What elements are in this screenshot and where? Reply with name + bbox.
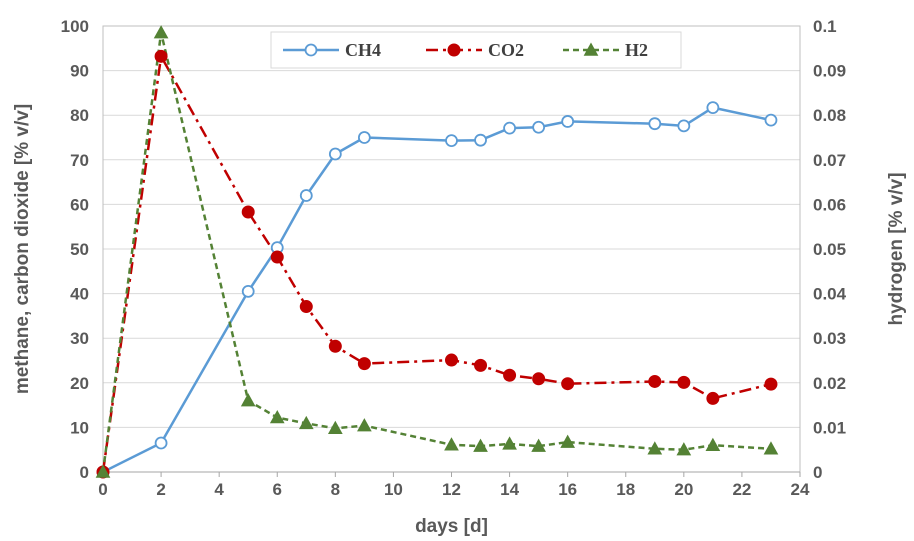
series-line-h2 [101, 31, 772, 473]
data-point-ch4 [299, 189, 313, 202]
data-point-h2 [444, 437, 459, 451]
data-point-ch4 [677, 119, 691, 133]
data-point-ch4 [532, 120, 546, 134]
data-point-h2 [327, 420, 343, 434]
series-markers [95, 25, 779, 479]
x-tick-label: 6 [273, 480, 282, 499]
x-axis-title: days [d] [415, 516, 488, 537]
y2-tick-label: 0.09 [813, 62, 846, 81]
legend-label-h2: H2 [625, 40, 648, 60]
data-point-h2 [502, 436, 517, 450]
series-line-ch4 [102, 106, 772, 474]
data-point-ch4 [445, 134, 458, 148]
y2-tick-label: 0.04 [813, 285, 847, 304]
x-tick-label: 10 [384, 480, 403, 499]
legend-label-co2: CO2 [488, 40, 524, 60]
data-point-co2 [154, 49, 168, 63]
legend-marker-h2 [583, 42, 599, 56]
x-tick-label: 14 [500, 480, 519, 499]
y-tick-label: 90 [70, 62, 89, 81]
legend-marker-co2 [447, 43, 461, 57]
y-tick-label: 80 [70, 106, 89, 125]
data-point-h2 [705, 437, 721, 451]
y-tick-label: 70 [70, 151, 89, 170]
data-point-ch4 [241, 284, 255, 298]
y2-tick-label: 0.02 [813, 374, 846, 393]
y-tick-label: 10 [70, 418, 89, 437]
data-point-ch4 [503, 121, 516, 135]
data-point-h2 [763, 441, 779, 455]
y-tick-label: 30 [70, 329, 89, 348]
data-point-co2 [532, 372, 546, 386]
data-point-co2 [706, 391, 720, 405]
y-axis-title: methane, carbon dioxide [% v/v] [12, 104, 33, 394]
data-point-co2 [764, 377, 778, 391]
x-tick-label: 18 [616, 480, 635, 499]
x-tick-label: 20 [674, 480, 693, 499]
x-tick-label: 22 [732, 480, 751, 499]
legend-label-ch4: CH4 [345, 40, 381, 60]
y-tick-label: 40 [70, 285, 89, 304]
data-point-h2 [95, 464, 111, 478]
data-point-co2 [357, 357, 371, 371]
x-tick-label: 8 [331, 480, 340, 499]
data-point-co2 [474, 358, 488, 372]
data-point-h2 [676, 442, 692, 456]
y2-tick-label: 0.01 [813, 418, 846, 437]
y-tick-label: 60 [70, 195, 89, 214]
data-point-h2 [560, 434, 576, 448]
data-point-ch4 [474, 133, 487, 147]
data-point-co2 [270, 250, 284, 264]
x-tick-label: 0 [98, 480, 107, 499]
x-tick-label: 12 [442, 480, 461, 499]
x-tick-label: 2 [156, 480, 165, 499]
data-point-co2 [241, 205, 255, 219]
data-point-h2 [357, 418, 372, 432]
y-tick-label: 50 [70, 240, 89, 259]
x-tick-label: 16 [558, 480, 577, 499]
data-point-ch4 [706, 101, 720, 115]
data-point-ch4 [328, 147, 342, 161]
x-tick-label: 24 [791, 480, 810, 499]
data-point-ch4 [561, 115, 575, 128]
data-point-co2 [328, 339, 342, 353]
y2-axis-title: hydrogen [% v/v] [886, 172, 907, 325]
y2-tick-label: 0.07 [813, 151, 846, 170]
series-lines [101, 31, 772, 474]
data-point-h2 [153, 25, 169, 39]
data-point-ch4 [648, 117, 662, 131]
data-point-co2 [677, 375, 691, 389]
data-point-ch4 [764, 113, 778, 127]
y-tick-label: 0 [80, 463, 89, 482]
y-tick-label: 20 [70, 374, 89, 393]
tick-labels: 0 2 4 6 8 10 12 14 16 18 20 22 240102030405060708090… [61, 17, 847, 499]
y2-tick-label: 0.08 [813, 106, 846, 125]
data-point-h2 [240, 393, 256, 407]
y2-tick-label: 0.03 [813, 329, 846, 348]
data-point-h2 [473, 438, 488, 452]
data-point-co2 [445, 353, 458, 367]
data-point-h2 [647, 441, 663, 455]
data-point-h2 [269, 410, 285, 424]
data-point-h2 [298, 415, 314, 430]
y2-tick-label: 0.06 [813, 195, 846, 214]
legend-marker-ch4 [304, 43, 318, 57]
y-tick-label: 100 [61, 17, 89, 36]
y2-tick-label: 0.1 [813, 17, 837, 36]
legend: CH4 CO2 H2 [270, 31, 682, 69]
series-line-co2 [101, 55, 772, 473]
data-point-co2 [299, 300, 313, 314]
data-point-co2 [648, 374, 662, 388]
data-point-co2 [561, 377, 575, 391]
data-point-co2 [503, 368, 517, 382]
data-point-ch4 [357, 131, 371, 144]
data-point-ch4 [154, 436, 168, 450]
y2-tick-label: 0.05 [813, 240, 846, 259]
data-point-h2 [531, 438, 546, 452]
y2-tick-label: 0 [813, 463, 822, 482]
x-tick-label: 4 [214, 480, 224, 499]
